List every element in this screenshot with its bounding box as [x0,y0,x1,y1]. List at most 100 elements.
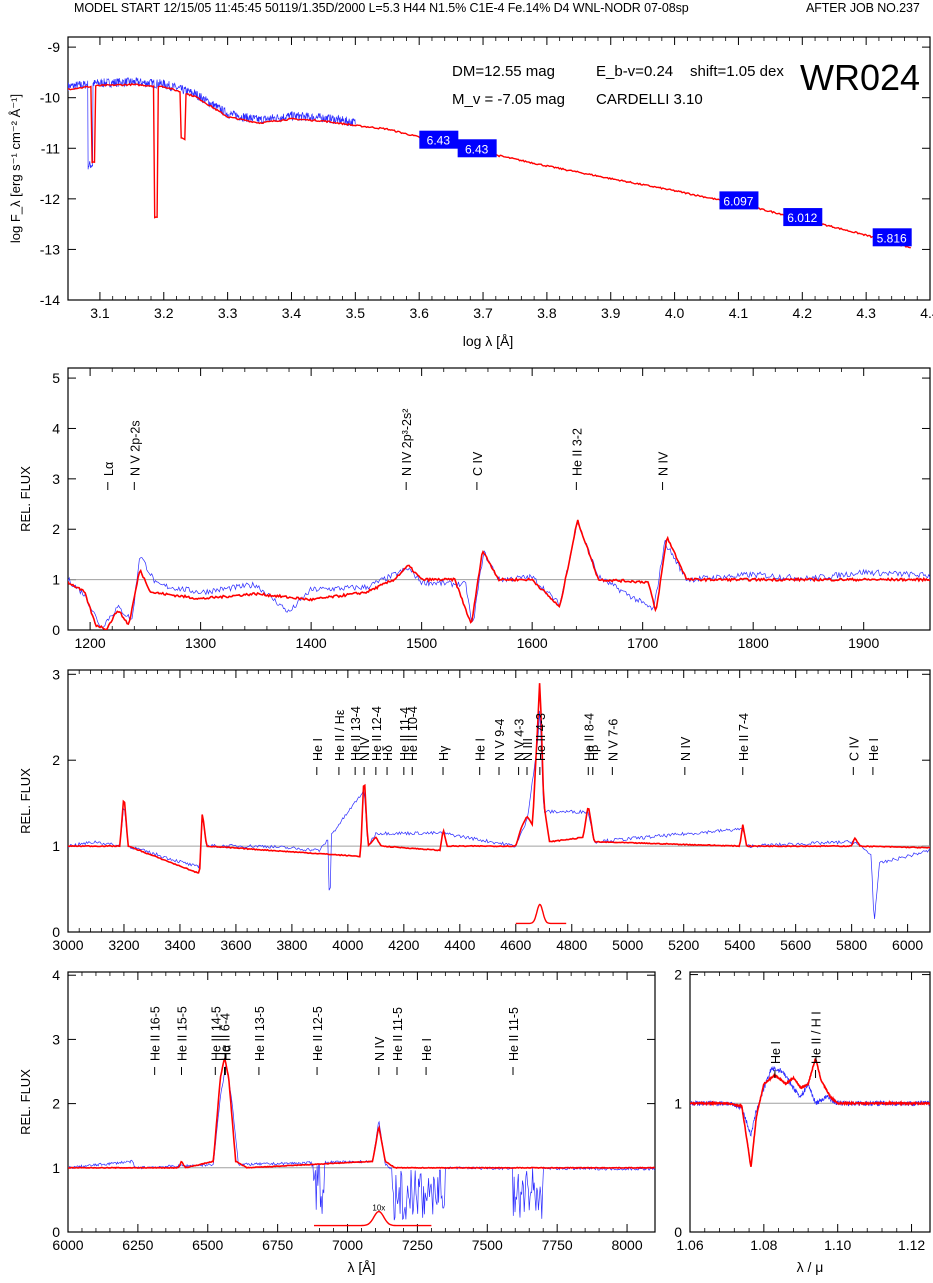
y-tick-label: 1 [52,572,60,588]
y-tick-label: 4 [52,967,60,983]
y-tick-label: 3 [52,471,60,487]
x-ticks-ir: 1.06 1.08 1.10 1.12 [676,972,925,1253]
line-id-label: He II / H I [810,1011,824,1064]
x-tick-label: 7000 [332,1237,363,1253]
inset-model-red [314,1210,432,1227]
photometry-label: 6.012 [787,211,817,225]
shift-text: shift=1.05 dex [690,63,784,80]
x-tick-label: 3.9 [601,305,621,321]
x-tick-label: 3.7 [473,305,493,321]
x-tick-label: 1300 [185,635,216,651]
x-tick-label: 3.6 [409,305,429,321]
job-number-text: AFTER JOB NO.237 [806,1,920,15]
observed-spectrum-red [68,1065,655,1221]
x-tick-label: 1.08 [750,1237,777,1253]
x-tick-label: 1400 [296,635,327,651]
observed-sed [68,77,356,170]
line-id-label: Lα [102,462,116,476]
line-id-label: N V 4-3 [513,719,527,761]
y-tick-label: 4 [52,420,60,436]
line-id-label: He I [474,738,488,761]
x-tick-label: 3600 [220,937,251,953]
y-ticks-red: 0 1 2 3 4 [52,967,655,1240]
x-tick-label: 3200 [108,937,139,953]
panel-sed: 3.1 3.2 3.3 3.4 3.5 3.6 3.7 3.8 3.9 4.0 4.1 4.2 4.3 4… [8,36,933,349]
x-axis-label: log λ [Å] [463,333,514,349]
line-id-label: N IV [358,736,372,761]
axes-frame-optical [67,669,931,933]
x-tick-label: 1200 [75,635,106,651]
model-spectrum-red [68,1056,655,1170]
line-id-label: Hδ [381,745,395,761]
x-tick-label: 4.2 [793,305,813,321]
inset-factor-label: 10x [372,1204,385,1213]
x-tick-label: 1800 [738,635,769,651]
x-tick-label: 5400 [724,937,755,953]
y-tick-label: -12 [40,191,60,207]
photometry-box [419,130,459,149]
x-tick-label: 1500 [406,635,437,651]
photometry-label: 6.43 [427,134,451,148]
model-info-text: MODEL START 12/15/05 11:45:45 50119/1.35… [74,1,689,15]
observed-spectrum-optical [68,710,930,920]
photometry-box [872,228,912,247]
y-tick-label: -11 [41,140,60,156]
line-ids-red: He II 16-5 He II 15-5 He II 14-5He II 6-4H… [149,1006,521,1075]
line-id-label: He II 13-5 [253,1006,267,1061]
x-tick-label: 3400 [164,937,195,953]
absolute-magnitude-text: M_v = -7.05 mag [452,91,565,108]
x-tick-label: 4.1 [729,305,749,321]
y-tick-label: 3 [52,666,60,682]
x-tick-label: 3.8 [537,305,557,321]
y-tick-label: 2 [52,1096,60,1112]
line-id-label: He II 15-5 [175,1006,189,1061]
y-tick-label: 0 [674,1224,682,1240]
line-id-label: He II 11-5 [391,1007,405,1061]
star-name: WR024 [800,57,920,98]
x-tick-label: 5600 [780,937,811,953]
x-tick-label: 3.4 [282,305,302,321]
line-id-label: N IV [657,451,671,476]
line-id-label: He I [769,1041,783,1064]
x-tick-label: 3.1 [90,305,110,321]
line-id-label: He I [420,1038,434,1061]
line-id-label: He II 8-4 [582,713,596,761]
line-id-label: He II 16-5 [149,1006,163,1061]
panel-red: 6000 6250 6500 6750 7000 7250 7500 7750 8000 0 1 2 3… [18,967,656,1275]
line-id-label: C IV [471,451,485,476]
x-tick-label: 3.5 [346,305,366,321]
line-id-label: N IV [679,736,693,761]
x-tick-label: 4.0 [665,305,685,321]
y-tick-label: 2 [674,967,682,983]
line-id-label: He I [867,738,881,761]
y-tick-label: -13 [40,241,60,257]
line-id-label: He II / Hε [333,709,347,761]
x-tick-label: 6500 [192,1237,223,1253]
observed-spectrum-uv [68,523,930,629]
x-axis-label: λ [Å] [347,1259,375,1275]
x-tick-label: 5200 [668,937,699,953]
x-tick-label: 4.3 [856,305,876,321]
line-id-label: N IV 2p³-2s² [400,409,414,476]
model-spectrum-optical [68,683,930,874]
panel-optical: 3000 3200 3400 3600 3800 4000 4200 4400 4600 4800… [18,666,931,953]
x-tick-label: 4400 [444,937,475,953]
line-id-label: He II 12-4 [370,706,384,761]
line-id-label: N V 2p-2s [128,420,142,476]
line-id-label: Hβ [587,745,601,761]
line-id-label: N V 7-6 [606,719,620,761]
x-tick-label: 3800 [276,937,307,953]
x-tick-label: 1.12 [898,1237,925,1253]
x-tick-label: 1.10 [824,1237,851,1253]
x-axis-label: λ / μ [797,1259,824,1275]
y-tick-label: 2 [52,752,60,768]
x-tick-label: 7250 [402,1237,433,1253]
line-id-label: Hγ [437,745,451,761]
line-id-label: He II 11-4 [398,707,412,761]
line-id-label: He I [311,738,325,761]
y-axis-label: REL. FLUX [18,768,33,834]
y-tick-label: 2 [52,521,60,537]
x-tick-label: 1900 [848,635,879,651]
